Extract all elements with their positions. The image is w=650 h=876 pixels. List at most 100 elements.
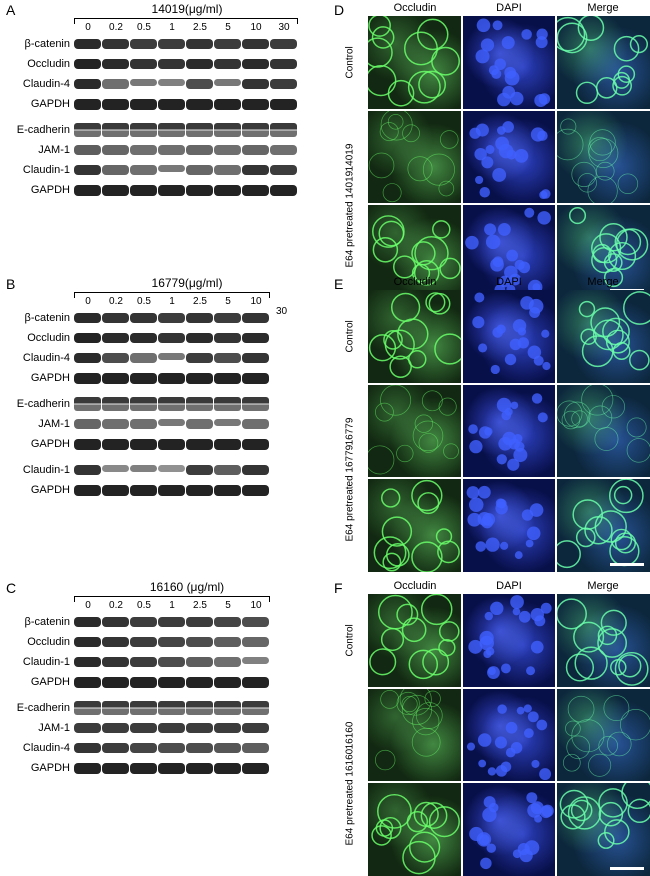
blot-label: Occludin xyxy=(0,636,74,648)
cell-outline-icon xyxy=(368,479,461,572)
dose-B-1: 0.2 xyxy=(102,296,130,307)
blot-label: Claudin-4 xyxy=(0,352,74,364)
dose-C-5: 5 xyxy=(214,600,242,611)
blot-label: β-catenin xyxy=(0,312,74,324)
band xyxy=(158,185,185,196)
band xyxy=(74,485,101,496)
nuclei-icon xyxy=(463,16,556,109)
band xyxy=(74,39,101,49)
band xyxy=(102,397,129,411)
band xyxy=(102,637,129,647)
fluo-col-label: Occludin xyxy=(368,2,462,14)
band xyxy=(102,333,129,343)
fluo-cell xyxy=(368,689,461,782)
blot-row-C-catenin: β-catenin xyxy=(0,613,330,631)
fluo-cell xyxy=(557,111,650,204)
band xyxy=(186,617,213,627)
band xyxy=(186,79,213,89)
left-column: A14019(μg/ml)00.20.512.551030β-cateninOc… xyxy=(0,0,330,861)
blot-label: GAPDH xyxy=(0,762,74,774)
band xyxy=(186,123,213,137)
band xyxy=(214,99,241,110)
fluo-cell xyxy=(463,16,556,109)
fluo-row-label: Control xyxy=(345,320,356,352)
band xyxy=(186,763,213,774)
band xyxy=(102,677,129,688)
cell-outline-icon xyxy=(368,594,461,687)
band xyxy=(74,637,101,647)
lanes xyxy=(74,723,269,733)
band xyxy=(242,419,269,429)
band xyxy=(102,39,129,49)
fluo-cells xyxy=(368,594,650,687)
band xyxy=(74,165,101,175)
band xyxy=(214,397,241,411)
band xyxy=(130,637,157,647)
band xyxy=(74,465,101,475)
band xyxy=(242,333,269,343)
cell-outline-icon xyxy=(557,689,650,782)
band xyxy=(158,39,185,49)
fluo-row-label: E64 pretreated 16779 xyxy=(345,510,356,542)
band xyxy=(130,743,157,753)
band xyxy=(158,313,185,323)
band xyxy=(214,123,241,137)
fluo-cells xyxy=(368,479,650,572)
band xyxy=(214,185,241,196)
band xyxy=(158,123,185,137)
band xyxy=(270,145,297,155)
band xyxy=(130,313,157,323)
band xyxy=(102,743,129,753)
band xyxy=(242,485,269,496)
blot-row-B-GAPDH: GAPDH xyxy=(0,481,330,499)
band xyxy=(214,637,241,647)
band xyxy=(186,313,213,323)
band xyxy=(214,701,241,715)
fluo-cells xyxy=(368,16,650,109)
fluo-row-label: Control xyxy=(345,46,356,78)
band xyxy=(74,419,101,429)
fluo-row: Control xyxy=(334,16,650,109)
band xyxy=(214,763,241,774)
cell-outline-icon xyxy=(557,783,650,876)
lanes xyxy=(74,419,269,429)
band xyxy=(242,79,269,89)
lanes xyxy=(74,79,297,89)
band xyxy=(102,79,129,89)
blot-label: Claudin-4 xyxy=(0,742,74,754)
band xyxy=(102,657,129,667)
band xyxy=(242,617,269,627)
lanes xyxy=(74,743,269,753)
band xyxy=(214,313,241,323)
nuclei-icon xyxy=(463,385,556,478)
blot-label: JAM-1 xyxy=(0,722,74,734)
band xyxy=(214,657,241,667)
band xyxy=(158,723,185,733)
band xyxy=(158,59,185,69)
band xyxy=(158,485,185,496)
band xyxy=(242,723,269,733)
blot-row-C-Ecadherin: E-cadherin xyxy=(0,699,330,717)
blot-row-B-Claudin4: Claudin-4 xyxy=(0,349,330,367)
fluo-cell xyxy=(463,385,556,478)
dose-C-2: 0.5 xyxy=(130,600,158,611)
band xyxy=(102,617,129,627)
band xyxy=(130,79,157,86)
blot-row-C-Claudin4: Claudin-4 xyxy=(0,739,330,757)
lanes xyxy=(74,353,269,363)
lanes xyxy=(74,397,269,411)
dose-A-6: 10 xyxy=(242,22,270,33)
band xyxy=(130,39,157,49)
band xyxy=(242,743,269,753)
figure-root: A14019(μg/ml)00.20.512.551030β-cateninOc… xyxy=(0,0,650,861)
blot-label: Claudin-1 xyxy=(0,164,74,176)
fluo-row-label: E64 pretreated 14019 xyxy=(345,236,356,268)
lanes xyxy=(74,485,269,496)
band xyxy=(186,439,213,450)
fluo-cell xyxy=(557,479,650,572)
cell-outline-icon xyxy=(557,594,650,687)
dose-C-6: 10 xyxy=(242,600,270,611)
band xyxy=(242,123,269,137)
band xyxy=(158,333,185,343)
band xyxy=(214,617,241,627)
